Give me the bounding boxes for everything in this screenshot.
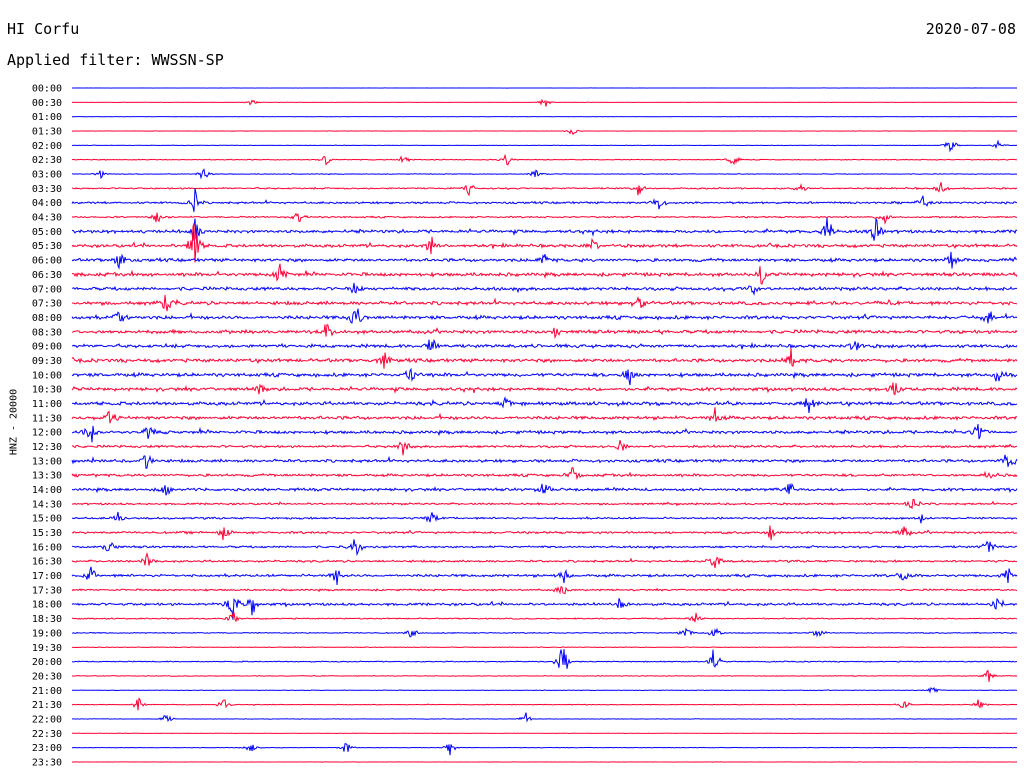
time-label: 22:30 (32, 729, 62, 740)
trace-row (71, 188, 1018, 212)
time-label: 06:30 (32, 270, 62, 281)
time-label: 11:00 (32, 399, 62, 410)
trace-row (71, 212, 1018, 225)
time-label: 04:30 (32, 213, 62, 224)
time-label: 14:30 (32, 499, 62, 510)
trace-row (71, 697, 1018, 711)
trace-row (71, 597, 1018, 620)
trace-row (71, 263, 1018, 285)
time-label: 09:00 (32, 342, 62, 353)
trace-row (71, 168, 1018, 180)
time-label: 04:00 (32, 198, 62, 209)
time-labels: 00:00 00:30 01:00 01:30 02:00 02:30 03:00 03:30… (32, 84, 62, 769)
trace-row (71, 525, 1018, 541)
trace-row (72, 611, 1018, 623)
time-label: 00:30 (32, 98, 62, 109)
trace-row (71, 153, 1018, 166)
trace-row (71, 539, 1018, 557)
time-label: 19:00 (32, 628, 62, 639)
trace-row (71, 454, 1018, 470)
seismic-traces (71, 87, 1018, 763)
time-label: 13:30 (32, 471, 62, 482)
trace-row (72, 139, 1018, 153)
trace-row (71, 367, 1018, 386)
time-label: 03:00 (32, 170, 62, 181)
time-label: 18:30 (32, 614, 62, 625)
trace-row (71, 646, 1018, 649)
time-label: 21:30 (32, 700, 62, 711)
time-label: 00:00 (32, 84, 62, 95)
trace-row (71, 98, 1018, 107)
time-label: 12:30 (32, 442, 62, 453)
time-label: 14:00 (32, 485, 62, 496)
time-label: 23:00 (32, 743, 62, 754)
trace-row (71, 467, 1018, 481)
trace-row (71, 482, 1018, 496)
time-label: 19:30 (32, 643, 62, 654)
trace-row (71, 686, 1018, 694)
time-label: 21:00 (32, 686, 62, 697)
time-label: 01:30 (32, 127, 62, 138)
time-label: 07:00 (32, 284, 62, 295)
trace-row (71, 251, 1018, 270)
time-label: 16:30 (32, 557, 62, 568)
time-label: 06:00 (32, 256, 62, 267)
time-label: 15:30 (32, 528, 62, 539)
time-label: 15:00 (32, 514, 62, 525)
time-label: 07:30 (32, 299, 62, 310)
trace-row (71, 712, 1018, 723)
time-label: 17:30 (32, 585, 62, 596)
filter-label: Applied filter: WWSSN-SP (7, 51, 224, 69)
trace-row (71, 294, 1018, 312)
trace-row (71, 395, 1018, 413)
time-label: 02:30 (32, 155, 62, 166)
time-label: 05:30 (32, 241, 62, 252)
time-label: 01:00 (32, 112, 62, 123)
time-label: 05:00 (32, 227, 62, 238)
time-label: 02:00 (32, 141, 62, 152)
trace-row (71, 743, 1018, 756)
trace-row (71, 382, 1018, 396)
date-label: 2020-07-08 (925, 20, 1016, 38)
time-label: 09:30 (32, 356, 62, 367)
trace-row (71, 586, 1018, 595)
time-label: 11:30 (32, 413, 62, 424)
time-label: 18:00 (32, 600, 62, 611)
time-label: 17:00 (32, 571, 62, 582)
trace-row (71, 223, 1018, 263)
trace-row (71, 498, 1018, 510)
time-label: 08:30 (32, 327, 62, 338)
trace-row (71, 323, 1018, 340)
trace-row (71, 347, 1018, 369)
time-label: 23:30 (32, 757, 62, 768)
time-label: 22:00 (32, 714, 62, 725)
trace-row (71, 552, 1018, 569)
station-title: HI Corfu (7, 20, 80, 38)
time-label: 08:00 (32, 313, 62, 324)
time-label: 20:30 (32, 671, 62, 682)
time-label: 13:00 (32, 456, 62, 467)
trace-row (71, 627, 1018, 638)
trace-row (71, 511, 1018, 524)
trace-row (71, 338, 1018, 351)
time-label: 12:00 (32, 428, 62, 439)
trace-row (71, 217, 1018, 241)
time-label: 03:30 (32, 184, 62, 195)
time-label: 10:00 (32, 370, 62, 381)
trace-row (71, 282, 1018, 297)
trace-row (71, 129, 1018, 136)
time-label: 16:00 (32, 542, 62, 553)
trace-row (71, 648, 1018, 669)
time-label: 20:00 (32, 657, 62, 668)
time-label: 10:30 (32, 385, 62, 396)
trace-row (71, 182, 1018, 197)
trace-row (71, 439, 1018, 456)
trace-row (71, 407, 1018, 424)
trace-row (71, 669, 1018, 682)
trace-row (71, 424, 1018, 443)
trace-row (71, 566, 1018, 586)
trace-row (71, 308, 1018, 324)
